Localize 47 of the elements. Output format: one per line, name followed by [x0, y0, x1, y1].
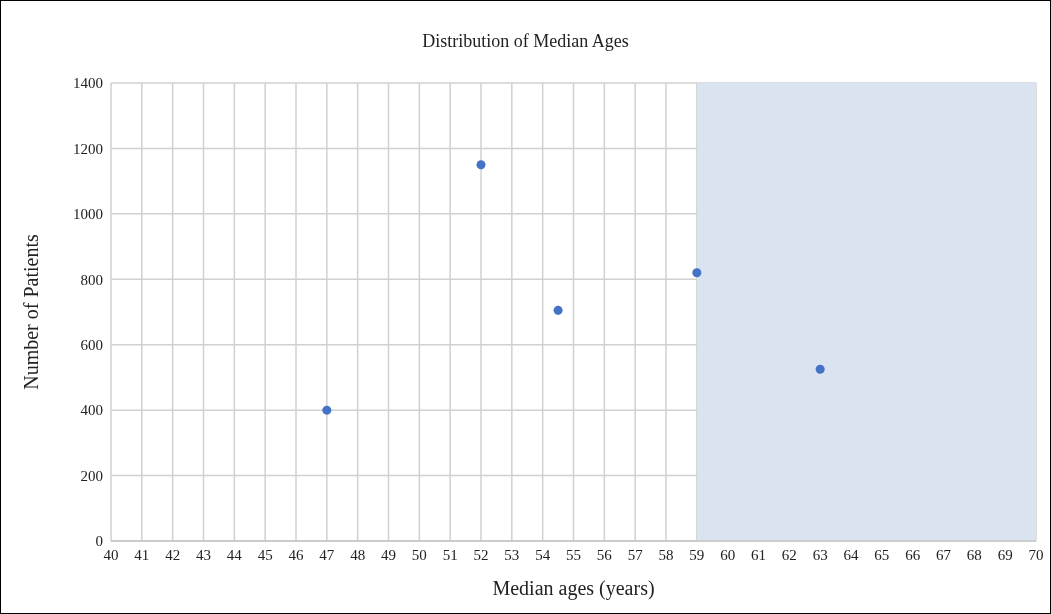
y-tick-label: 800: [80, 271, 103, 288]
y-tick-label: 600: [80, 337, 103, 354]
y-tick-label: 0: [95, 533, 103, 550]
x-tick-label: 59: [689, 546, 705, 563]
x-tick-label: 42: [165, 546, 181, 563]
x-tick-label: 53: [504, 546, 520, 563]
y-tick-label: 400: [80, 402, 103, 419]
x-tick-label: 56: [596, 546, 613, 563]
x-tick-label: 55: [566, 546, 581, 563]
point: [322, 405, 332, 415]
y-tick-label: 1400: [73, 75, 103, 92]
chart-title: Distribution of Median Ages: [421, 31, 630, 52]
x-tick-label: 46: [288, 546, 304, 563]
y-tick-label: 1000: [73, 206, 103, 223]
x-tick-label: 61: [751, 546, 766, 563]
point: [553, 305, 563, 315]
x-tick-label: 51: [442, 546, 458, 563]
x-tick-label: 62: [781, 546, 797, 563]
x-tick-label: 54: [535, 546, 551, 563]
x-tick-label: 64: [843, 546, 859, 563]
point: [815, 364, 825, 374]
x-tick-label: 65: [874, 546, 890, 563]
x-tick-label: 63: [812, 546, 828, 563]
x-tick-label: 69: [997, 546, 1013, 563]
y-tick-label: 1200: [73, 140, 103, 157]
x-tick-label: 70: [1028, 546, 1044, 563]
x-tick-label: 50: [411, 546, 427, 563]
x-tick-label: 49: [381, 546, 396, 563]
y-axis-title: Number of Patients: [20, 234, 43, 390]
x-tick-label: 48: [350, 546, 366, 563]
x-tick-label: 60: [720, 546, 736, 563]
x-axis-title: Median ages (years): [492, 577, 655, 600]
x-tick-label: 58: [658, 546, 674, 563]
x-tick-label: 68: [966, 546, 982, 563]
x-tick-label: 45: [257, 546, 273, 563]
y-tick-label: 200: [80, 467, 103, 484]
x-tick-label: 43: [196, 546, 211, 563]
x-tick-label: 52: [473, 546, 489, 563]
x-tick-label: 66: [905, 546, 921, 563]
point: [476, 160, 486, 170]
x-tick-label: 41: [134, 546, 150, 563]
x-tick-label: 47: [319, 546, 335, 563]
x-tick-label: 40: [103, 546, 119, 563]
point: [692, 268, 702, 278]
x-tick-label: 67: [936, 546, 952, 563]
x-tick-label: 57: [627, 546, 644, 563]
x-tick-label: 44: [226, 546, 243, 563]
